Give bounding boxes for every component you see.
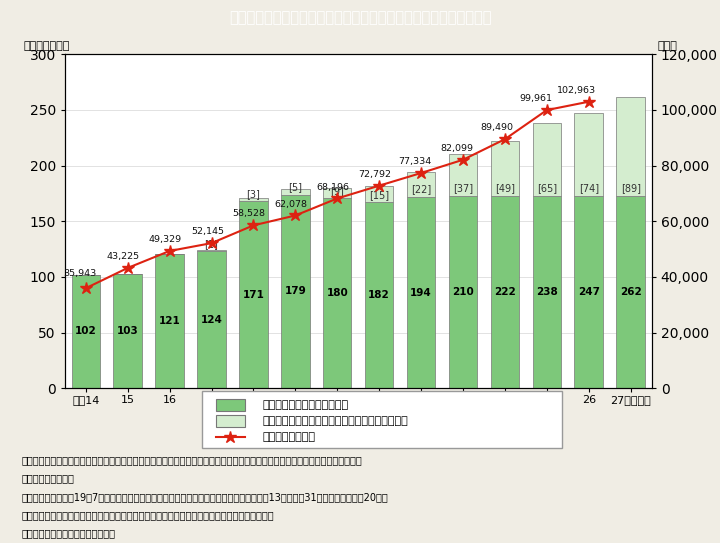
Text: 43,225: 43,225 xyxy=(107,252,140,261)
Bar xyxy=(575,195,603,388)
Text: 月から市町村における配偶者暴力相談支援センターの設置が努力義務となった。: 月から市町村における配偶者暴力相談支援センターの設置が努力義務となった。 xyxy=(22,510,274,520)
Text: [15]: [15] xyxy=(369,190,390,200)
Text: 62,078: 62,078 xyxy=(274,199,307,209)
Text: [22]: [22] xyxy=(411,185,431,194)
Text: [89]: [89] xyxy=(621,184,641,193)
Text: [9]: [9] xyxy=(330,186,344,195)
Bar xyxy=(365,186,393,203)
Text: 配偶者暴力相談支援センター: 配偶者暴力相談支援センター xyxy=(263,400,349,410)
Text: 247: 247 xyxy=(577,287,600,297)
Text: 238: 238 xyxy=(536,287,558,297)
Text: 124: 124 xyxy=(201,315,222,325)
Text: [74]: [74] xyxy=(579,184,599,193)
Bar xyxy=(281,189,310,194)
Text: 配偶者暴力相談支援センターのうち市町村設置数: 配偶者暴力相談支援センターのうち市町村設置数 xyxy=(263,416,408,426)
Bar xyxy=(216,415,245,427)
Bar xyxy=(407,172,436,197)
Text: [1]: [1] xyxy=(204,239,218,249)
Bar xyxy=(449,155,477,195)
Text: 182: 182 xyxy=(369,291,390,300)
Text: 222: 222 xyxy=(494,287,516,297)
Bar xyxy=(365,203,393,388)
Text: 72,792: 72,792 xyxy=(359,170,392,179)
Text: [65]: [65] xyxy=(536,184,557,193)
Bar xyxy=(533,195,561,388)
Text: 103: 103 xyxy=(117,326,138,336)
Bar xyxy=(575,113,603,195)
Text: 102: 102 xyxy=(75,326,96,337)
Bar xyxy=(616,97,645,195)
Text: （センター数）: （センター数） xyxy=(24,41,70,51)
Bar xyxy=(114,274,142,388)
Text: ２．平成19年7月に配偶者から暴力の防止及び被害者の保護に関する法律（平成13年法律第31号）が改正され，20年１: ２．平成19年7月に配偶者から暴力の防止及び被害者の保護に関する法律（平成13年… xyxy=(22,492,388,502)
Text: 194: 194 xyxy=(410,287,432,298)
Bar xyxy=(239,198,268,201)
Bar xyxy=(616,195,645,388)
Bar xyxy=(239,201,268,388)
Text: （件）: （件） xyxy=(657,41,678,51)
Text: [37]: [37] xyxy=(453,184,473,193)
Text: 180: 180 xyxy=(326,288,348,298)
Text: 210: 210 xyxy=(452,287,474,297)
Text: 52,145: 52,145 xyxy=(191,227,224,236)
Bar xyxy=(216,399,245,412)
Text: 成。: 成。 xyxy=(22,473,74,484)
Text: 49,329: 49,329 xyxy=(149,235,182,244)
Text: ３．各年度末現在の値。: ３．各年度末現在の値。 xyxy=(22,528,115,538)
Text: Ｉ－５－４図　配偶者暴力相談支援センター数及び相談件数の推移: Ｉ－５－４図 配偶者暴力相談支援センター数及び相談件数の推移 xyxy=(229,10,491,25)
Bar xyxy=(490,141,519,195)
Bar xyxy=(323,198,351,388)
Bar xyxy=(407,197,436,388)
Text: 102,963: 102,963 xyxy=(557,86,595,95)
Text: 68,196: 68,196 xyxy=(317,182,349,192)
Text: 121: 121 xyxy=(158,316,181,326)
Bar xyxy=(281,194,310,388)
Bar xyxy=(490,195,519,388)
Text: 89,490: 89,490 xyxy=(480,123,513,132)
Bar xyxy=(156,254,184,388)
Bar xyxy=(449,195,477,388)
Text: 相談件数（右軸）: 相談件数（右軸） xyxy=(263,432,316,441)
Text: 77,334: 77,334 xyxy=(398,157,431,166)
Bar xyxy=(197,250,226,251)
Text: 262: 262 xyxy=(620,287,642,297)
Text: （備考）　１．内閣府「配偶者暴力相談支援センターにおける配偶者からの暴力が関係する相談件数等の結果について」等より作: （備考） １．内閣府「配偶者暴力相談支援センターにおける配偶者からの暴力が関係す… xyxy=(22,456,362,465)
Text: 171: 171 xyxy=(243,290,264,300)
Text: [49]: [49] xyxy=(495,184,515,193)
Bar xyxy=(533,123,561,195)
Text: 179: 179 xyxy=(284,286,306,296)
Text: 58,528: 58,528 xyxy=(233,210,266,218)
Text: 35,943: 35,943 xyxy=(63,269,96,279)
Text: 99,961: 99,961 xyxy=(520,94,553,103)
Text: [3]: [3] xyxy=(246,189,261,199)
Text: 82,099: 82,099 xyxy=(440,144,473,153)
Text: [5]: [5] xyxy=(288,182,302,192)
Bar xyxy=(71,275,100,388)
Bar xyxy=(197,251,226,388)
Bar xyxy=(323,188,351,198)
